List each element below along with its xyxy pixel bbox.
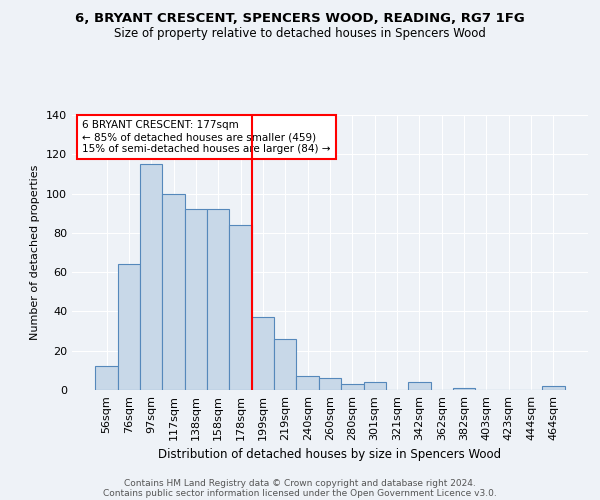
Bar <box>453 388 475 390</box>
Bar <box>95 366 118 390</box>
Bar <box>118 264 140 390</box>
Text: Contains HM Land Registry data © Crown copyright and database right 2024.: Contains HM Land Registry data © Crown c… <box>124 478 476 488</box>
Bar <box>296 376 319 390</box>
Bar <box>185 210 207 390</box>
Bar <box>252 318 274 390</box>
Text: 6, BRYANT CRESCENT, SPENCERS WOOD, READING, RG7 1FG: 6, BRYANT CRESCENT, SPENCERS WOOD, READI… <box>75 12 525 26</box>
Text: Contains public sector information licensed under the Open Government Licence v3: Contains public sector information licen… <box>103 488 497 498</box>
Text: Size of property relative to detached houses in Spencers Wood: Size of property relative to detached ho… <box>114 28 486 40</box>
Bar <box>542 386 565 390</box>
Bar <box>140 164 163 390</box>
Bar <box>408 382 431 390</box>
Text: 6 BRYANT CRESCENT: 177sqm
← 85% of detached houses are smaller (459)
15% of semi: 6 BRYANT CRESCENT: 177sqm ← 85% of detac… <box>82 120 331 154</box>
Bar <box>229 225 252 390</box>
Bar <box>207 210 229 390</box>
Y-axis label: Number of detached properties: Number of detached properties <box>31 165 40 340</box>
Bar <box>163 194 185 390</box>
Bar <box>341 384 364 390</box>
Bar <box>364 382 386 390</box>
Bar <box>319 378 341 390</box>
Bar <box>274 339 296 390</box>
X-axis label: Distribution of detached houses by size in Spencers Wood: Distribution of detached houses by size … <box>158 448 502 462</box>
